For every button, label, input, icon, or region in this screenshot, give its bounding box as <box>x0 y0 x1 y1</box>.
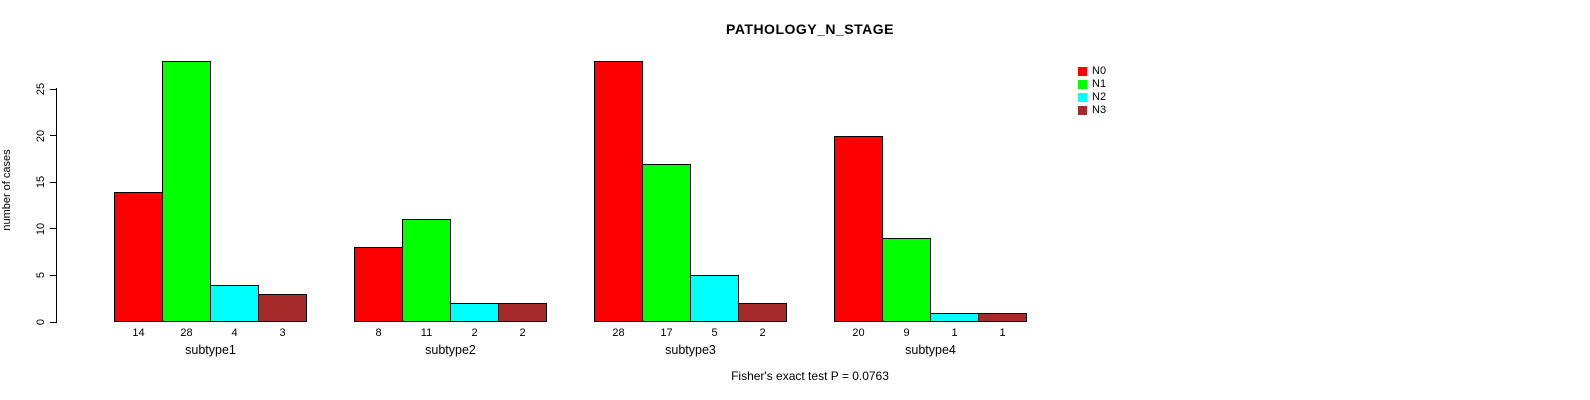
category-label-subtype4: subtype4 <box>905 343 956 357</box>
legend: N0 N1 N2 N3 <box>1078 65 1106 117</box>
bar-N3-subtype2 <box>498 303 547 322</box>
y-tick-mark <box>50 88 57 90</box>
bar-N2-subtype4 <box>930 313 979 322</box>
bar-N2-subtype2 <box>450 303 499 322</box>
y-tick-label: 10 <box>35 222 47 235</box>
bar-N1-subtype3 <box>642 164 691 322</box>
bar-N1-subtype2 <box>402 219 451 322</box>
y-tick-mark <box>50 321 57 323</box>
legend-swatch-N2 <box>1078 93 1087 102</box>
y-tick-label: 15 <box>35 176 47 189</box>
legend-item-N1: N1 <box>1078 78 1106 91</box>
category-label-subtype3: subtype3 <box>665 343 716 357</box>
y-tick-label: 0 <box>35 318 47 326</box>
bar-value-label: 1 <box>999 327 1006 339</box>
category-label-subtype1: subtype1 <box>185 343 236 357</box>
legend-item-N2: N2 <box>1078 91 1106 104</box>
bar-N2-subtype1 <box>210 285 259 322</box>
bar-N0-subtype1 <box>114 192 163 322</box>
legend-swatch-N3 <box>1078 106 1087 115</box>
legend-item-N0: N0 <box>1078 65 1106 78</box>
bar-value-label: 20 <box>852 327 865 339</box>
y-tick-mark <box>50 135 57 137</box>
y-tick-mark <box>50 181 57 183</box>
bar-N3-subtype4 <box>978 313 1027 322</box>
bar-N3-subtype1 <box>258 294 307 322</box>
bar-value-label: 3 <box>279 327 286 339</box>
y-axis-line <box>56 88 57 322</box>
bar-value-label: 17 <box>660 327 673 339</box>
legend-label-N2: N2 <box>1092 91 1107 103</box>
legend-label-N1: N1 <box>1092 78 1107 90</box>
y-tick-label: 20 <box>35 129 47 142</box>
bar-value-label: 28 <box>180 327 193 339</box>
bar-N0-subtype2 <box>354 247 403 322</box>
chart-title: PATHOLOGY_N_STAGE <box>726 21 894 37</box>
y-tick-label: 25 <box>35 82 47 96</box>
legend-label-N0: N0 <box>1092 65 1107 77</box>
y-axis-label: number of cases <box>1 149 13 231</box>
bar-value-label: 28 <box>612 327 625 339</box>
bar-value-label: 14 <box>132 327 145 339</box>
y-tick-mark <box>50 228 57 230</box>
bar-N3-subtype3 <box>738 303 787 322</box>
bar-value-label: 4 <box>231 327 238 339</box>
category-label-subtype2: subtype2 <box>425 343 476 357</box>
legend-swatch-N1 <box>1078 80 1087 89</box>
bar-value-label: 1 <box>951 327 958 339</box>
legend-label-N3: N3 <box>1092 104 1107 116</box>
fisher-test-caption: Fisher's exact test P = 0.0763 <box>731 369 889 383</box>
bar-N0-subtype3 <box>594 61 643 322</box>
bar-N1-subtype4 <box>882 238 931 322</box>
y-tick-label: 5 <box>35 272 47 279</box>
bar-N1-subtype1 <box>162 61 211 322</box>
bar-value-label: 2 <box>519 327 526 339</box>
bar-value-label: 8 <box>375 327 382 339</box>
bar-value-label: 5 <box>711 327 718 339</box>
bar-value-label: 2 <box>471 327 478 339</box>
bar-N2-subtype3 <box>690 275 739 322</box>
bar-value-label: 11 <box>420 327 433 339</box>
legend-item-N3: N3 <box>1078 104 1106 117</box>
bar-value-label: 9 <box>903 327 910 339</box>
bar-value-label: 2 <box>759 327 766 339</box>
legend-swatch-N0 <box>1078 67 1087 76</box>
y-tick-mark <box>50 274 57 276</box>
bar-N0-subtype4 <box>834 136 883 322</box>
